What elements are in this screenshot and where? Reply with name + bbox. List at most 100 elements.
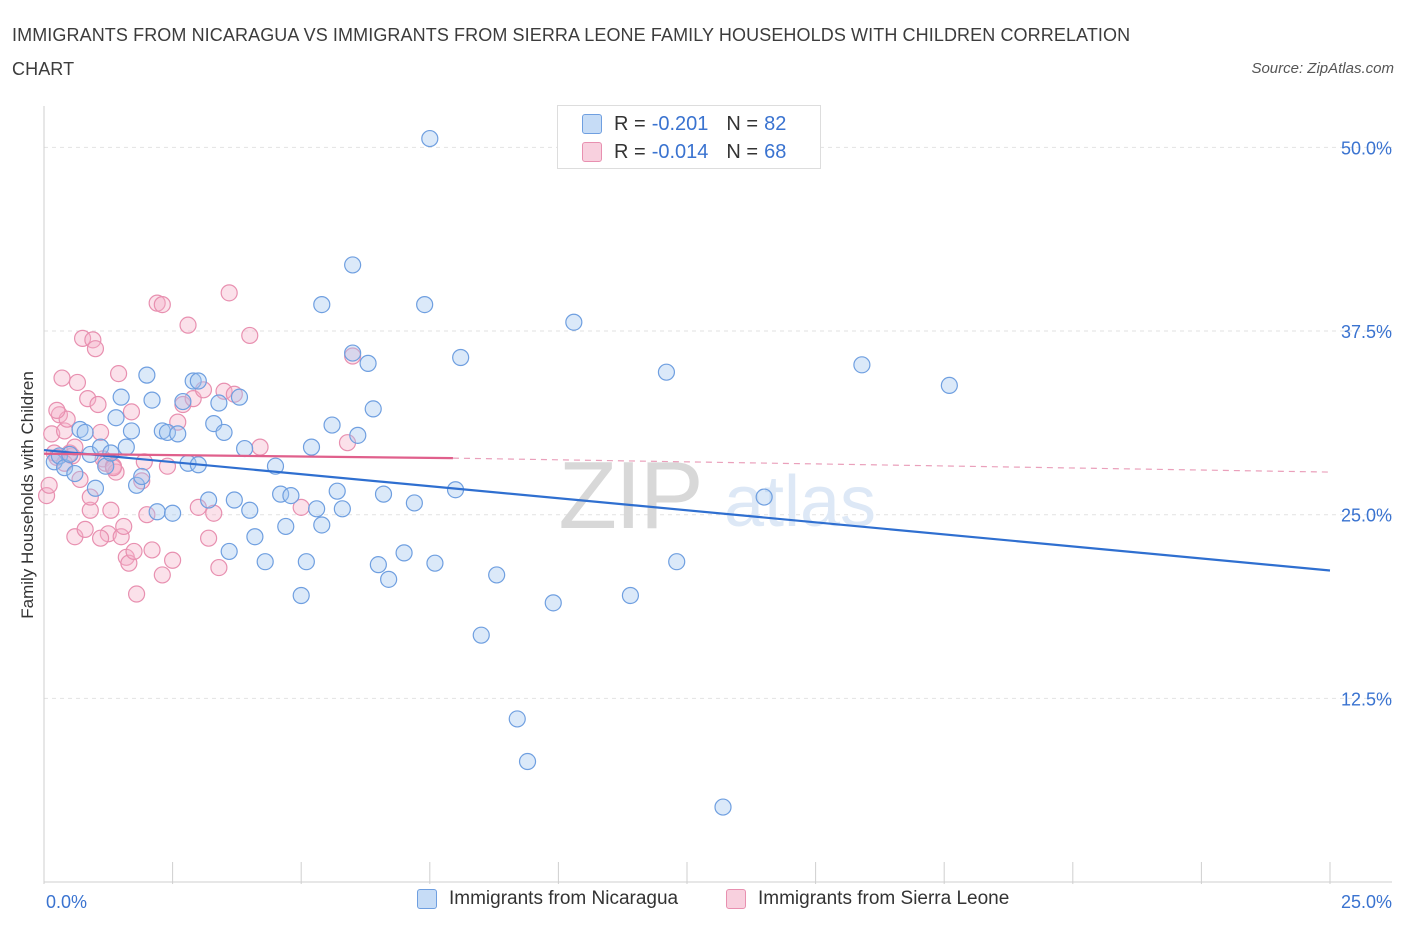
point-nicaragua	[102, 444, 120, 462]
point-sierra-leone	[251, 438, 269, 456]
y-tick-label: 37.5%	[1341, 322, 1392, 342]
legend-item-sierra-leone[interactable]: Immigrants from Sierra Leone	[726, 888, 1009, 910]
legend-item-nicaragua[interactable]: Immigrants from Nicaragua	[417, 888, 678, 910]
point-sierra-leone	[127, 585, 146, 603]
point-nicaragua	[55, 459, 74, 477]
point-sierra-leone	[210, 558, 228, 577]
point-nicaragua	[714, 798, 732, 816]
point-sierra-leone	[169, 413, 187, 431]
point-nicaragua	[200, 491, 218, 509]
trend-line-sierra-leone-extension	[452, 457, 1331, 473]
point-nicaragua	[76, 423, 94, 442]
point-sierra-leone	[225, 385, 243, 403]
axes	[43, 106, 1392, 884]
point-nicaragua	[302, 438, 321, 456]
point-nicaragua	[452, 348, 470, 367]
point-nicaragua	[164, 504, 182, 522]
point-sierra-leone	[89, 395, 107, 414]
legend-r-value: -0.014	[651, 141, 709, 163]
point-nicaragua	[246, 528, 264, 546]
stats-legend: R = -0.201 N = 82 R = -0.014 N = 68	[557, 105, 821, 169]
point-nicaragua	[277, 517, 295, 536]
point-nicaragua	[621, 586, 640, 605]
legend-n-value: 82	[764, 113, 787, 135]
point-nicaragua	[138, 366, 156, 384]
point-nicaragua	[364, 400, 382, 418]
point-sierra-leone	[81, 488, 99, 506]
point-sierra-leone	[200, 529, 218, 547]
point-nicaragua	[220, 542, 238, 561]
point-sierra-leone	[179, 316, 197, 334]
point-nicaragua	[86, 479, 105, 497]
point-nicaragua	[313, 516, 331, 534]
point-nicaragua	[344, 256, 362, 274]
point-nicaragua	[148, 503, 166, 521]
point-nicaragua	[416, 295, 434, 314]
point-nicaragua	[71, 420, 89, 439]
point-nicaragua	[333, 500, 351, 518]
point-nicaragua	[97, 457, 115, 475]
legend-r-label: R =	[614, 141, 646, 163]
trend-lines	[43, 448, 1331, 572]
point-nicaragua	[292, 586, 310, 605]
point-nicaragua	[508, 710, 526, 728]
point-sierra-leone	[241, 326, 259, 345]
point-nicaragua	[657, 363, 676, 381]
legend-r-label: R =	[614, 113, 646, 135]
point-nicaragua	[117, 438, 135, 456]
point-nicaragua	[405, 494, 423, 512]
point-sierra-leone	[115, 517, 133, 536]
y-tick-label: 12.5%	[1341, 689, 1392, 709]
legend-swatch-sierra-leone	[582, 142, 602, 162]
point-nicaragua	[215, 423, 233, 442]
point-nicaragua	[127, 476, 146, 494]
point-sierra-leone	[143, 541, 161, 559]
point-nicaragua	[668, 553, 686, 571]
point-nicaragua	[169, 425, 187, 443]
x-tick-label: 0.0%	[46, 892, 87, 912]
point-sierra-leone	[43, 425, 61, 443]
legend-label-sierra-leone: Immigrants from Sierra Leone	[758, 888, 1010, 909]
point-sierra-leone	[205, 504, 223, 522]
point-sierra-leone	[76, 520, 94, 538]
point-nicaragua	[313, 295, 331, 314]
point-sierra-leone	[68, 373, 87, 392]
point-nicaragua	[328, 482, 346, 500]
point-nicaragua	[940, 376, 958, 394]
point-sierra-leone	[135, 453, 153, 471]
legend-n-label: N =	[726, 113, 759, 135]
legend-n-value: 68	[764, 141, 787, 163]
series-legend: Immigrants from Nicaragua Immigrants fro…	[0, 888, 1406, 916]
point-nicaragua	[565, 313, 583, 331]
point-nicaragua	[544, 594, 562, 612]
point-nicaragua	[282, 486, 300, 505]
point-sierra-leone	[109, 365, 128, 383]
point-sierra-leone	[40, 476, 58, 494]
grid-lines	[44, 146, 1392, 699]
point-nicaragua	[518, 752, 537, 771]
trend-line-sierra-leone	[43, 452, 453, 460]
point-nicaragua	[143, 391, 161, 409]
point-sierra-leone	[102, 501, 120, 519]
point-nicaragua	[184, 372, 202, 390]
point-nicaragua	[426, 554, 444, 572]
watermark-atlas: atlas	[724, 462, 876, 542]
legend-n-label: N =	[726, 141, 759, 163]
point-sierra-leone	[112, 528, 130, 546]
point-nicaragua	[488, 566, 506, 584]
point-sierra-leone	[37, 486, 56, 505]
point-sierra-leone	[122, 403, 141, 421]
point-nicaragua	[241, 501, 259, 519]
point-nicaragua	[66, 464, 84, 483]
point-nicaragua	[395, 544, 413, 562]
point-nicaragua	[133, 467, 151, 486]
legend-row-nicaragua: R = -0.201 N = 82	[582, 112, 804, 136]
point-nicaragua	[107, 409, 125, 427]
point-sierra-leone	[91, 423, 110, 442]
point-nicaragua	[122, 422, 141, 440]
legend-swatch-nicaragua	[582, 114, 602, 134]
point-nicaragua	[349, 426, 367, 444]
point-sierra-leone	[125, 542, 143, 561]
point-nicaragua	[853, 356, 871, 374]
